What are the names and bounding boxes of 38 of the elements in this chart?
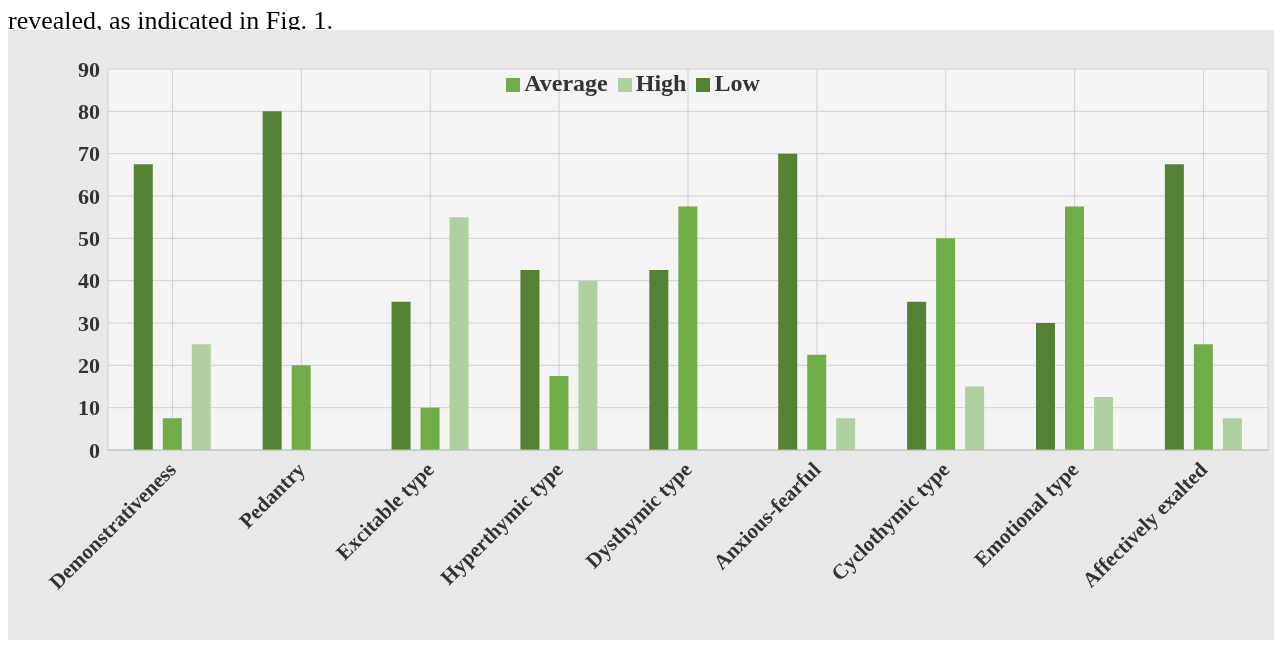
bar <box>1193 344 1213 450</box>
bar <box>649 270 669 450</box>
y-tick-label: 40 <box>78 268 100 294</box>
y-tick-label: 30 <box>78 310 100 336</box>
bar <box>133 164 153 450</box>
bar <box>1065 206 1084 450</box>
legend-label: Average <box>524 70 608 96</box>
bar <box>420 407 440 450</box>
bar <box>162 418 182 450</box>
y-tick-label: 80 <box>78 99 100 125</box>
y-tick-label: 50 <box>78 226 100 252</box>
bar <box>778 153 798 450</box>
bar <box>1036 323 1055 450</box>
bar <box>391 301 411 450</box>
bar <box>578 280 598 450</box>
bar <box>520 270 540 450</box>
bar <box>807 354 827 450</box>
bar <box>262 111 282 450</box>
y-tick-label: 0 <box>89 437 100 463</box>
bar <box>836 418 856 450</box>
legend-label: Low <box>714 70 760 96</box>
bar <box>936 238 956 450</box>
bar <box>1164 164 1184 450</box>
y-tick-label: 90 <box>78 56 100 82</box>
legend-label: High <box>635 70 687 96</box>
bar <box>549 375 569 450</box>
bar <box>1222 418 1242 450</box>
y-tick-label: 20 <box>78 353 100 379</box>
bar <box>1094 397 1113 450</box>
y-tick-label: 60 <box>78 183 100 209</box>
y-tick-label: 70 <box>78 141 100 167</box>
bar <box>449 217 469 450</box>
bar <box>678 206 698 450</box>
bar <box>907 301 927 450</box>
y-tick-label: 10 <box>78 395 100 421</box>
bar <box>965 386 985 450</box>
bar <box>291 365 311 450</box>
bar <box>191 344 211 450</box>
